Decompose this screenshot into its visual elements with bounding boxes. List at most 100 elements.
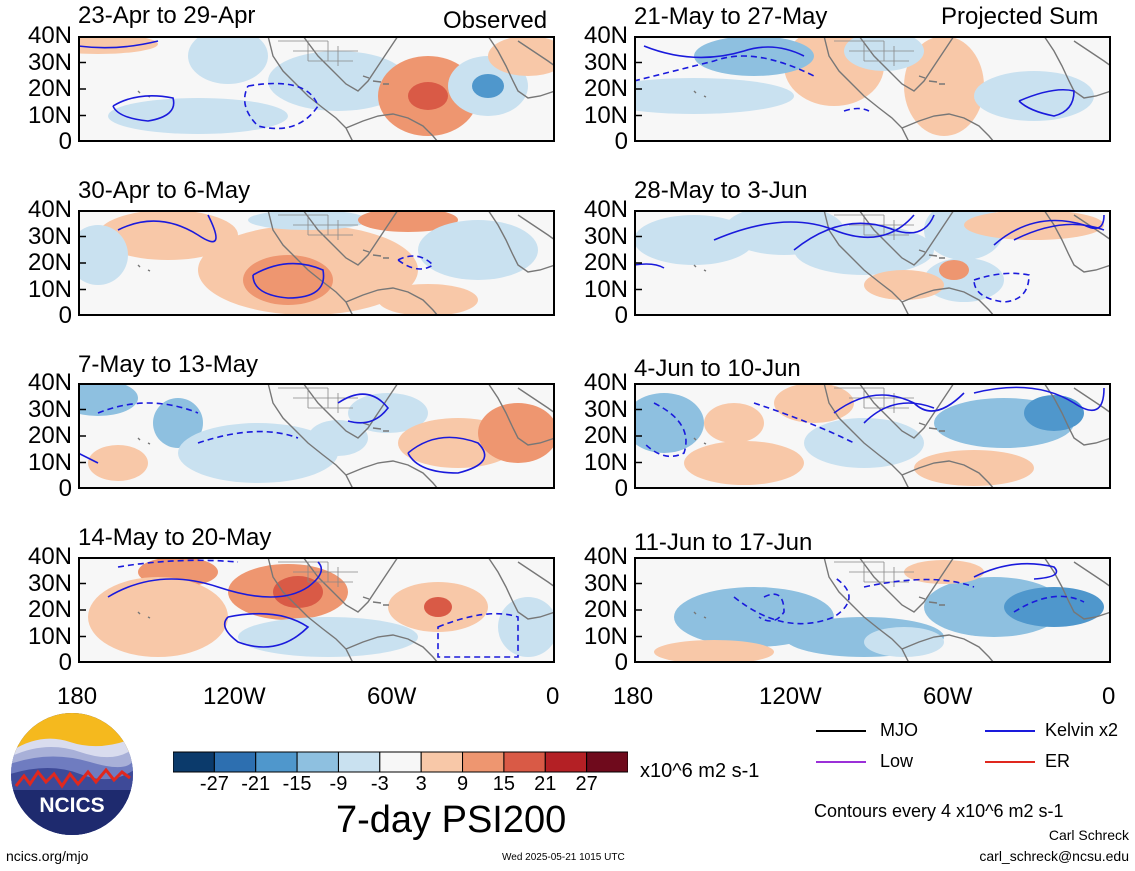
lat-label: 30N: [558, 225, 628, 249]
mjo-legend-label: MJO: [880, 720, 918, 740]
chart-title: 7-day PSI200: [336, 798, 566, 842]
lon-label: 0: [546, 684, 559, 710]
lon-label: 0: [1102, 684, 1115, 710]
lon-label: 60W: [367, 684, 416, 710]
lon-label: 120W: [759, 684, 822, 710]
lat-label: 10N: [2, 278, 72, 302]
lon-label: 120W: [203, 684, 266, 710]
panel-title: 14-May to 20-May: [78, 525, 271, 551]
map-panel: [78, 36, 555, 142]
colorbar: [173, 751, 628, 773]
colorbar-tick-label: -9: [322, 773, 354, 795]
map-panel: [634, 36, 1111, 142]
lat-label: 10N: [2, 625, 72, 649]
psi-anomaly-shading: [1004, 587, 1104, 627]
colorbar-tick-label: 3: [405, 773, 437, 795]
lat-label: 0: [2, 651, 72, 675]
colorbar-swatch: [173, 752, 214, 772]
lat-label: 20N: [558, 251, 628, 275]
colorbar-swatch: [587, 752, 628, 772]
colorbar-tick-label: 15: [488, 773, 520, 795]
colorbar-swatch: [338, 752, 379, 772]
lat-label: 10N: [558, 104, 628, 128]
colorbar-tick-label: -3: [364, 773, 396, 795]
footer-author: Carl Schreck: [1049, 827, 1129, 843]
lat-label: 30N: [2, 572, 72, 596]
panel-title: 7-May to 13-May: [78, 352, 258, 378]
colorbar-swatch: [421, 752, 462, 772]
projected-label: Projected Sum: [941, 4, 1098, 30]
lat-label: 0: [558, 477, 628, 501]
low-legend-label: Low: [880, 751, 913, 771]
panel-title: 4-Jun to 10-Jun: [634, 356, 801, 382]
lat-label: 30N: [558, 572, 628, 596]
lon-label: 60W: [923, 684, 972, 710]
lat-label: 30N: [2, 225, 72, 249]
colorbar-swatch: [463, 752, 504, 772]
logo-text: NCICS: [39, 794, 104, 817]
lat-label: 40N: [558, 24, 628, 48]
lat-label: 30N: [2, 398, 72, 422]
map-panel: [634, 557, 1111, 663]
footer-email[interactable]: carl_schreck@ncsu.edu: [979, 848, 1129, 864]
lat-label: 40N: [2, 198, 72, 222]
lat-label: 0: [558, 304, 628, 328]
psi-anomaly-shading: [378, 284, 478, 316]
lat-label: 20N: [558, 598, 628, 622]
psi-anomaly-shading: [408, 82, 448, 110]
colorbar-swatch: [214, 752, 255, 772]
lat-label: 30N: [2, 51, 72, 75]
colorbar-swatch: [545, 752, 586, 772]
lat-label: 40N: [558, 371, 628, 395]
panel-title: 28-May to 3-Jun: [634, 178, 807, 204]
lat-label: 20N: [2, 251, 72, 275]
map-panel: [78, 557, 555, 663]
lon-label: 180: [613, 684, 653, 710]
ncics-logo[interactable]: NCICS: [10, 712, 134, 836]
lat-label: 20N: [2, 424, 72, 448]
mjo-legend-line: [816, 730, 866, 732]
lat-label: 0: [2, 130, 72, 154]
psi-anomaly-shading: [238, 617, 418, 657]
colorbar-tick-label: -21: [240, 773, 272, 795]
psi-anomaly-shading: [478, 403, 555, 463]
lat-label: 20N: [558, 424, 628, 448]
psi-anomaly-shading: [418, 220, 538, 280]
lat-label: 0: [2, 304, 72, 328]
observed-label: Observed: [443, 8, 547, 34]
lat-label: 10N: [558, 278, 628, 302]
colorbar-swatch: [504, 752, 545, 772]
colorbar-swatch: [256, 752, 297, 772]
psi-anomaly-shading: [914, 450, 1034, 486]
psi-anomaly-shading: [424, 597, 452, 617]
lat-label: 10N: [558, 625, 628, 649]
map-panel: [634, 210, 1111, 316]
footer-url[interactable]: ncics.org/mjo: [6, 848, 88, 864]
psi-anomaly-shading: [864, 270, 944, 300]
panel-title: 30-Apr to 6-May: [78, 178, 250, 204]
psi-anomaly-shading: [88, 577, 228, 657]
footer-timestamp: Wed 2025-05-21 1015 UTC: [502, 852, 625, 863]
lat-label: 20N: [2, 77, 72, 101]
psi-anomaly-shading: [108, 98, 288, 134]
panel-title: 11-Jun to 17-Jun: [634, 530, 812, 556]
lat-label: 40N: [2, 371, 72, 395]
map-panel: [78, 383, 555, 489]
lat-label: 30N: [558, 51, 628, 75]
map-panel: [78, 210, 555, 316]
map-panel: [634, 383, 1111, 489]
low-legend-line: [816, 761, 866, 763]
lat-label: 30N: [558, 398, 628, 422]
psi-anomaly-shading: [774, 383, 854, 423]
kelvin-legend-label: Kelvin x2: [1045, 720, 1118, 740]
colorbar-tick-label: -15: [281, 773, 313, 795]
colorbar-swatch: [297, 752, 338, 772]
lat-label: 10N: [2, 104, 72, 128]
lat-label: 0: [558, 651, 628, 675]
lat-label: 40N: [558, 198, 628, 222]
panel-title: 21-May to 27-May: [634, 4, 827, 30]
psi-anomaly-shading: [472, 74, 504, 98]
contour-note: Contours every 4 x10^6 m2 s-1: [814, 801, 1064, 821]
er-legend-label: ER: [1045, 751, 1070, 771]
lat-label: 20N: [2, 598, 72, 622]
